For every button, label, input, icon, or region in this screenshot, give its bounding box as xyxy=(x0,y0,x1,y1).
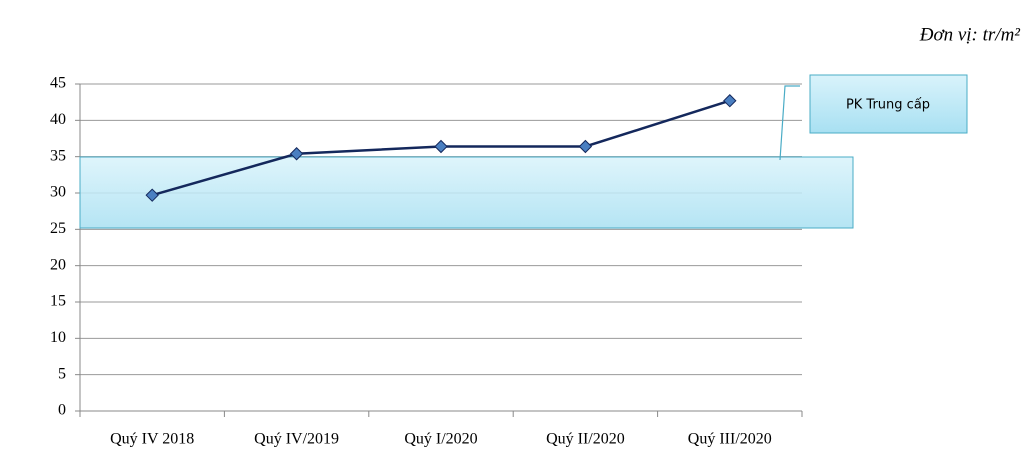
x-tick-label: Quý III/2020 xyxy=(688,431,772,448)
x-tick-label: Quý IV/2019 xyxy=(254,431,339,448)
y-tick-label: 10 xyxy=(50,329,66,346)
marker xyxy=(723,94,737,108)
legend-box xyxy=(809,74,968,134)
highlight-band xyxy=(79,156,854,229)
y-tick-label: 30 xyxy=(50,184,66,201)
marker xyxy=(578,139,593,154)
y-tick-label: 0 xyxy=(58,402,66,419)
legend-label: PK Trung cấp xyxy=(846,98,930,113)
y-tick-label: 5 xyxy=(58,365,66,382)
y-tick-label: 35 xyxy=(50,147,66,164)
callout-line xyxy=(779,85,800,161)
y-tick-label: 25 xyxy=(50,220,66,237)
marker xyxy=(289,147,304,161)
y-tick-label: 45 xyxy=(50,75,66,92)
marker xyxy=(434,139,448,154)
y-tick-label: 20 xyxy=(50,256,66,273)
x-tick-label: Quý II/2020 xyxy=(546,431,625,448)
x-tick-label: Quý IV 2018 xyxy=(110,431,194,448)
y-tick-label: 40 xyxy=(50,111,66,128)
unit-note: Đơn vị: tr/m² xyxy=(919,24,1021,45)
y-tick-label: 15 xyxy=(50,293,66,310)
marker xyxy=(145,188,159,202)
x-tick-label: Quý I/2020 xyxy=(404,431,477,448)
